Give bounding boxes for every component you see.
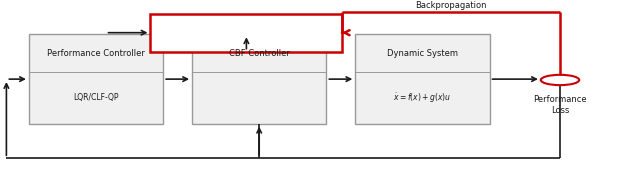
Bar (355, 34, 490, 124)
Text: $\dot{x} = f(x) + g(x)u$: $\dot{x} = f(x) + g(x)u$ (393, 91, 452, 105)
Text: LQR/CLF-QP: LQR/CLF-QP (73, 93, 119, 102)
Text: CBF Controller: CBF Controller (228, 49, 290, 58)
Text: Performance Controller: Performance Controller (47, 49, 145, 58)
Bar (150, 14, 342, 52)
Text: Performance
Loss: Performance Loss (533, 95, 587, 115)
Bar (29, 34, 163, 124)
Text: Backpropagation: Backpropagation (415, 1, 487, 10)
Bar (192, 34, 326, 124)
Text: Dynamic System: Dynamic System (387, 49, 458, 58)
